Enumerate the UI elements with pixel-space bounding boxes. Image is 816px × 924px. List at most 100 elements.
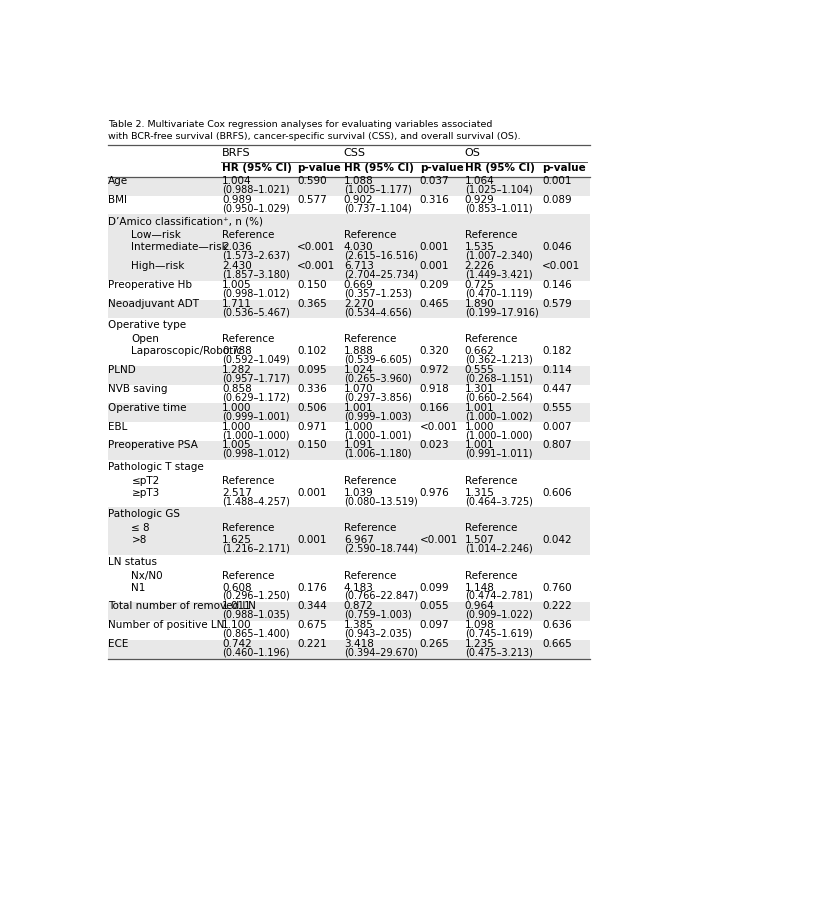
Text: Reference: Reference: [222, 523, 274, 533]
Text: (0.943–2.035): (0.943–2.035): [344, 628, 411, 638]
Text: 0.577: 0.577: [297, 195, 327, 205]
Text: (0.296–1.250): (0.296–1.250): [222, 591, 290, 601]
Text: 0.222: 0.222: [542, 602, 572, 612]
Text: 0.590: 0.590: [297, 176, 327, 186]
Text: Reference: Reference: [344, 476, 397, 486]
Text: p-value: p-value: [297, 164, 341, 173]
Text: (0.988–1.035): (0.988–1.035): [222, 610, 290, 620]
Text: (0.199–17.916): (0.199–17.916): [464, 308, 539, 317]
Text: 0.046: 0.046: [542, 242, 572, 252]
Text: 0.150: 0.150: [297, 441, 327, 450]
Text: 0.114: 0.114: [542, 365, 572, 375]
Text: 0.209: 0.209: [419, 280, 450, 290]
Text: (0.865–1.400): (0.865–1.400): [222, 628, 290, 638]
Text: (0.853–1.011): (0.853–1.011): [464, 203, 532, 213]
Text: HR (95% CI): HR (95% CI): [464, 164, 534, 173]
Text: 1.005: 1.005: [222, 441, 252, 450]
Text: (1.857–3.180): (1.857–3.180): [222, 270, 290, 279]
Text: BMI: BMI: [109, 195, 127, 205]
Text: 1.001: 1.001: [464, 441, 494, 450]
Text: 2.036: 2.036: [222, 242, 252, 252]
Text: (0.957–1.717): (0.957–1.717): [222, 373, 290, 383]
Text: N1: N1: [131, 582, 146, 592]
Text: 1.890: 1.890: [464, 298, 494, 309]
Text: 0.099: 0.099: [419, 582, 450, 592]
Bar: [109, 228, 590, 243]
Text: Reference: Reference: [222, 230, 274, 240]
Text: (1.573–2.637): (1.573–2.637): [222, 250, 290, 261]
Text: (0.080–13.519): (0.080–13.519): [344, 496, 418, 506]
Text: Preoperative PSA: Preoperative PSA: [109, 441, 198, 450]
Text: (0.950–1.029): (0.950–1.029): [222, 203, 290, 213]
Text: D’Amico classification⁺, n (%): D’Amico classification⁺, n (%): [109, 216, 264, 226]
Text: 0.579: 0.579: [542, 298, 572, 309]
Text: 0.971: 0.971: [297, 421, 327, 432]
Text: 0.042: 0.042: [542, 535, 572, 545]
Text: 0.150: 0.150: [297, 280, 327, 290]
Text: 1.385: 1.385: [344, 620, 374, 630]
Text: 1.098: 1.098: [464, 620, 494, 630]
Bar: [109, 536, 590, 554]
Text: (1.000–1.000): (1.000–1.000): [222, 430, 290, 440]
Text: (0.474–2.781): (0.474–2.781): [464, 591, 533, 601]
Text: (0.759–1.003): (0.759–1.003): [344, 610, 411, 620]
Text: 0.465: 0.465: [419, 298, 450, 309]
Text: 0.606: 0.606: [542, 488, 572, 498]
Text: Pathologic T stage: Pathologic T stage: [109, 462, 204, 472]
Text: Total number of removed LN: Total number of removed LN: [109, 602, 256, 612]
Text: 0.001: 0.001: [297, 535, 326, 545]
Text: 1.315: 1.315: [464, 488, 494, 498]
Text: (0.988–1.021): (0.988–1.021): [222, 185, 290, 194]
Text: (1.000–1.001): (1.000–1.001): [344, 430, 411, 440]
Text: 0.316: 0.316: [419, 195, 450, 205]
Text: 0.807: 0.807: [542, 441, 572, 450]
Text: 0.176: 0.176: [297, 582, 327, 592]
Text: 1.507: 1.507: [464, 535, 494, 545]
Text: 4.183: 4.183: [344, 582, 374, 592]
Text: LN status: LN status: [109, 556, 157, 566]
Text: 4.030: 4.030: [344, 242, 374, 252]
Text: OS: OS: [464, 148, 481, 158]
Text: CSS: CSS: [344, 148, 366, 158]
Text: <0.001: <0.001: [297, 242, 335, 252]
Text: 0.221: 0.221: [297, 639, 327, 649]
Text: (0.475–3.213): (0.475–3.213): [464, 648, 533, 658]
Text: 0.555: 0.555: [542, 403, 572, 413]
Text: 0.365: 0.365: [297, 298, 327, 309]
Text: (0.470–1.119): (0.470–1.119): [464, 288, 532, 298]
Text: 1.011: 1.011: [222, 602, 252, 612]
Text: 2.226: 2.226: [464, 261, 494, 271]
Text: 2.270: 2.270: [344, 298, 374, 309]
Bar: [109, 214, 590, 228]
Text: Reference: Reference: [222, 334, 274, 345]
Text: ECE: ECE: [109, 639, 129, 649]
Text: 0.872: 0.872: [344, 602, 374, 612]
Bar: [109, 639, 590, 659]
Text: 0.146: 0.146: [542, 280, 572, 290]
Bar: [109, 176, 590, 196]
Text: 0.902: 0.902: [344, 195, 374, 205]
Text: (0.998–1.012): (0.998–1.012): [222, 288, 290, 298]
Text: (0.464–3.725): (0.464–3.725): [464, 496, 533, 506]
Text: (0.394–29.670): (0.394–29.670): [344, 648, 418, 658]
Text: 0.182: 0.182: [542, 346, 572, 356]
Text: 0.675: 0.675: [297, 620, 327, 630]
Text: 2.517: 2.517: [222, 488, 252, 498]
Text: (0.745–1.619): (0.745–1.619): [464, 628, 533, 638]
Text: 0.506: 0.506: [297, 403, 327, 413]
Text: 1.064: 1.064: [464, 176, 494, 186]
Text: NVB saving: NVB saving: [109, 383, 168, 394]
Text: <0.001: <0.001: [419, 421, 458, 432]
Text: Operative type: Operative type: [109, 320, 186, 330]
Text: Reference: Reference: [344, 230, 397, 240]
Bar: [109, 521, 590, 536]
Text: PLND: PLND: [109, 365, 136, 375]
Text: >8: >8: [131, 535, 147, 545]
Text: 0.662: 0.662: [464, 346, 494, 356]
Text: (0.357–1.253): (0.357–1.253): [344, 288, 412, 298]
Text: 0.725: 0.725: [464, 280, 494, 290]
Text: Reference: Reference: [222, 571, 274, 581]
Text: 0.636: 0.636: [542, 620, 572, 630]
Text: 0.669: 0.669: [344, 280, 374, 290]
Text: 0.788: 0.788: [222, 346, 252, 356]
